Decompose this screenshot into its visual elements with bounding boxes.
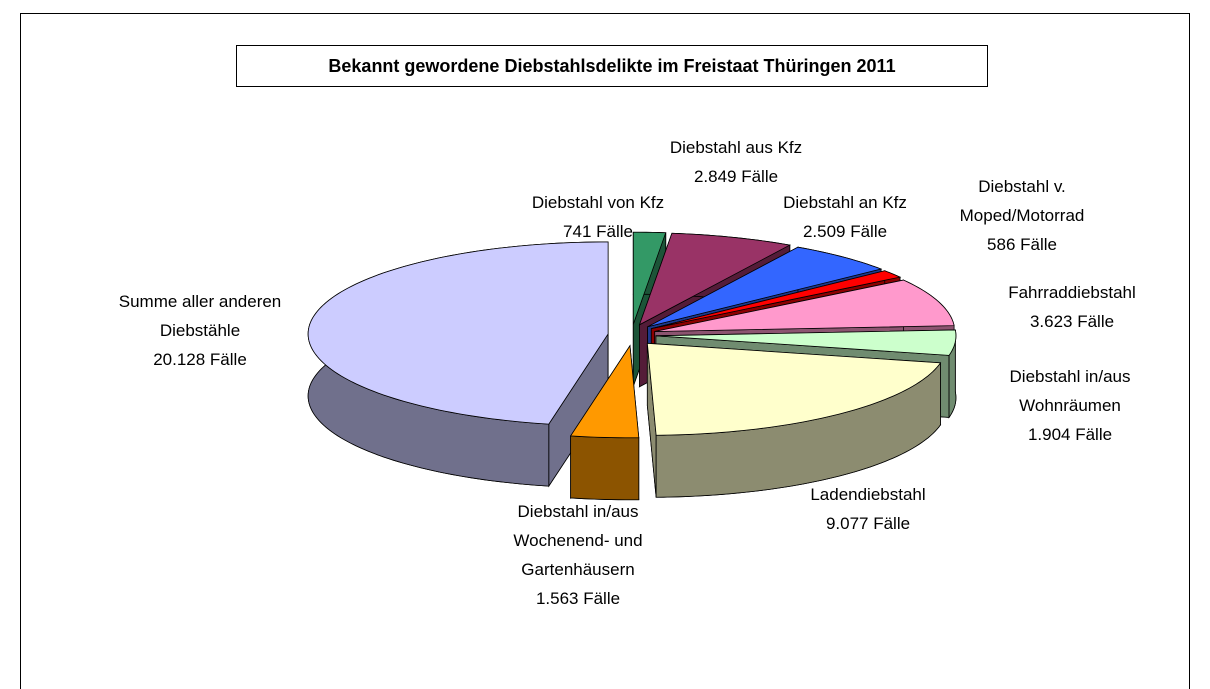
category: Diebstahl in/aus Wohnräumen (1009, 367, 1131, 415)
value-label: 3.623 Fälle (1029, 312, 1115, 331)
value-label: 20.128 Fälle (153, 350, 247, 369)
value-label: 741 Fälle (563, 222, 633, 241)
value-label: 1.904 Fälle (1027, 425, 1113, 444)
slice (651, 270, 902, 329)
slice (646, 342, 942, 436)
slice (307, 241, 609, 425)
value-label: 9.077 Fälle (825, 514, 911, 533)
chart-title: Bekannt gewordene Diebstahlsdelikte im F… (236, 45, 988, 87)
category: Diebstahl in/aus Wochenend- und Gartenhä… (513, 502, 643, 579)
value-label: 2.509 Fälle (802, 222, 888, 241)
value-label: 1.563 Fälle (535, 589, 621, 608)
value-label: 2.849 Fälle (693, 167, 779, 186)
slice-label: Diebstahl von Kfz 741 Fälle (498, 188, 698, 246)
slice-label: Summe aller anderen Diebstähle 20.128 Fäl… (95, 287, 305, 374)
slice-label: Diebstahl aus Kfz 2.849 Fälle (636, 133, 836, 191)
slice-label: Diebstahl an Kfz 2.509 Fälle (745, 188, 945, 246)
category: Diebstahl an Kfz (783, 193, 907, 212)
slice (647, 246, 883, 328)
slice (655, 329, 957, 356)
category: Diebstahl v. Moped/Motorrad (959, 177, 1085, 225)
slice-label: Ladendiebstahl 9.077 Fälle (768, 480, 968, 538)
slice-outer-side (570, 435, 640, 501)
category: Diebstahl von Kfz (531, 193, 665, 212)
category: Ladendiebstahl (810, 485, 926, 504)
category: Summe aller anderen Diebstähle (118, 292, 282, 340)
slice (632, 231, 667, 325)
slice (638, 232, 792, 326)
value-label: 586 Fälle (987, 235, 1057, 254)
category: Diebstahl aus Kfz (669, 138, 803, 157)
slice (654, 279, 955, 332)
slice-label: Diebstahl v. Moped/Motorrad 586 Fälle (952, 172, 1092, 259)
slice-label: Diebstahl in/aus Wohnräumen 1.904 Fälle (995, 362, 1145, 449)
slice-label: Diebstahl in/aus Wochenend- und Gartenhä… (503, 497, 653, 613)
slice-label: Fahrraddiebstahl 3.623 Fälle (972, 278, 1172, 336)
chart-frame (20, 13, 1190, 689)
slice (569, 344, 640, 439)
category: Fahrraddiebstahl (1008, 283, 1136, 302)
